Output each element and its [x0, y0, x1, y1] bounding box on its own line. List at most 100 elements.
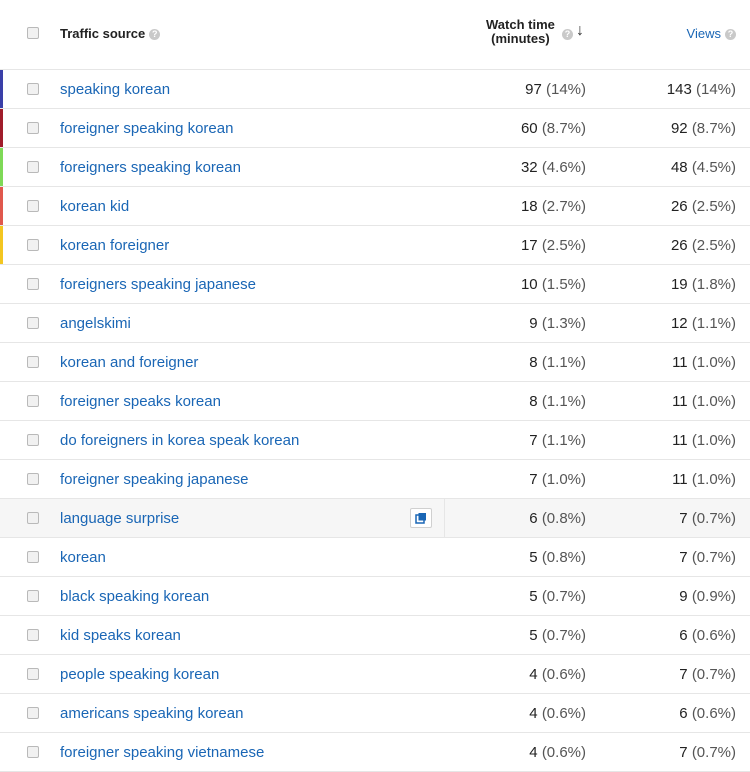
- traffic-source-link[interactable]: americans speaking korean: [60, 705, 244, 722]
- table-row[interactable]: angelskimi 9 (1.3%) 12 (1.1%): [0, 304, 750, 343]
- traffic-source-link[interactable]: foreigner speaking japanese: [60, 471, 249, 488]
- table-body: speaking korean 97 (14%) 143 (14%) foreigne…: [0, 70, 750, 772]
- row-checkbox[interactable]: [27, 356, 39, 368]
- sort-descending-icon[interactable]: ↓: [576, 22, 584, 39]
- table-row[interactable]: korean 5 (0.8%) 7 (0.7%): [0, 538, 750, 577]
- row-checkbox[interactable]: [27, 278, 39, 290]
- row-checkbox[interactable]: [27, 83, 39, 95]
- watch-time-percent: (0.7%): [541, 588, 586, 605]
- table-row[interactable]: language surprise 6 (0.8%) 7 (0.7%): [0, 499, 750, 538]
- watch-time-minutes: 32: [520, 159, 538, 176]
- row-checkbox[interactable]: [27, 707, 39, 719]
- views-percent: (8.7%): [691, 120, 736, 137]
- help-icon[interactable]: ?: [149, 29, 161, 41]
- watch-time-value: 8 (1.1%): [529, 393, 586, 410]
- watch-time-percent: (1.0%): [541, 471, 586, 488]
- watch-time-percent: (0.7%): [541, 627, 586, 644]
- table-row[interactable]: black speaking korean 5 (0.7%) 9 (0.9%): [0, 577, 750, 616]
- table-row[interactable]: speaking korean 97 (14%) 143 (14%): [0, 70, 750, 109]
- views-value: 19 (1.8%): [671, 276, 736, 293]
- table-row[interactable]: korean foreigner 17 (2.5%) 26 (2.5%): [0, 226, 750, 265]
- watch-time-minutes: 10: [520, 276, 538, 293]
- row-checkbox[interactable]: [27, 200, 39, 212]
- row-checkbox[interactable]: [27, 590, 39, 602]
- views-count: 6: [679, 705, 688, 722]
- traffic-source-link[interactable]: korean and foreigner: [60, 354, 199, 371]
- row-checkbox[interactable]: [27, 668, 39, 680]
- row-checkbox[interactable]: [27, 395, 39, 407]
- traffic-source-link[interactable]: foreigners speaking japanese: [60, 276, 256, 293]
- table-row[interactable]: foreigner speaking korean 60 (8.7%) 92 (8.…: [0, 109, 750, 148]
- row-checkbox[interactable]: [27, 746, 39, 758]
- help-icon[interactable]: ?: [562, 29, 573, 40]
- traffic-source-link[interactable]: people speaking korean: [60, 666, 220, 683]
- watch-time-minutes: 4: [529, 744, 538, 761]
- row-checkbox[interactable]: [27, 317, 39, 329]
- watch-time-minutes: 60: [520, 120, 538, 137]
- views-count: 11: [672, 354, 688, 371]
- table-row[interactable]: americans speaking korean 4 (0.6%) 6 (0.6%…: [0, 694, 750, 733]
- traffic-source-link[interactable]: black speaking korean: [60, 588, 210, 605]
- help-icon[interactable]: ?: [725, 29, 736, 41]
- watch-time-header[interactable]: Watch time (minutes): [486, 18, 555, 46]
- traffic-source-link[interactable]: kid speaks korean: [60, 627, 181, 644]
- watch-time-value: 7 (1.0%): [529, 471, 586, 488]
- table-row[interactable]: do foreigners in korea speak korean 7 (1.…: [0, 421, 750, 460]
- table-row[interactable]: korean kid 18 (2.7%) 26 (2.5%): [0, 187, 750, 226]
- views-percent: (1.0%): [691, 432, 736, 449]
- traffic-source-link[interactable]: foreigner speaking vietnamese: [60, 744, 265, 761]
- watch-time-value: 18 (2.7%): [521, 198, 586, 215]
- row-checkbox[interactable]: [27, 629, 39, 641]
- views-percent: (4.5%): [691, 159, 736, 176]
- table-row[interactable]: foreigners speaking japanese 10 (1.5%) 19 …: [0, 265, 750, 304]
- traffic-source-link[interactable]: korean: [60, 549, 106, 566]
- views-value: 7 (0.7%): [679, 744, 736, 761]
- views-count: 11: [672, 393, 688, 410]
- watch-time-percent: (1.3%): [541, 315, 586, 332]
- open-external-icon[interactable]: [410, 508, 432, 528]
- watch-time-value: 60 (8.7%): [521, 120, 586, 137]
- watch-time-value: 10 (1.5%): [521, 276, 586, 293]
- watch-time-value: 97 (14%): [525, 81, 586, 98]
- table-row[interactable]: korean and foreigner 8 (1.1%) 11 (1.0%): [0, 343, 750, 382]
- series-color-indicator: [0, 70, 3, 108]
- traffic-source-link[interactable]: foreigner speaks korean: [60, 393, 221, 410]
- traffic-source-link[interactable]: korean foreigner: [60, 237, 170, 254]
- row-checkbox[interactable]: [27, 161, 39, 173]
- row-checkbox[interactable]: [27, 122, 39, 134]
- select-all-checkbox[interactable]: [27, 27, 39, 39]
- watch-time-percent: (2.5%): [541, 237, 586, 254]
- views-percent: (1.1%): [691, 315, 736, 332]
- views-value: 11 (1.0%): [672, 432, 736, 449]
- table-row[interactable]: kid speaks korean 5 (0.7%) 6 (0.6%): [0, 616, 750, 655]
- table-row[interactable]: foreigners speaking korean 32 (4.6%) 48 (4…: [0, 148, 750, 187]
- traffic-source-link[interactable]: foreigner speaking korean: [60, 120, 234, 137]
- row-checkbox[interactable]: [27, 239, 39, 251]
- traffic-source-header-label: Traffic source: [60, 26, 146, 41]
- traffic-source-link[interactable]: do foreigners in korea speak korean: [60, 432, 300, 449]
- series-color-indicator: [0, 109, 3, 147]
- row-checkbox[interactable]: [27, 434, 39, 446]
- traffic-source-header[interactable]: Traffic source?: [60, 26, 161, 41]
- views-header[interactable]: Views?: [687, 26, 736, 41]
- traffic-source-link[interactable]: foreigners speaking korean: [60, 159, 241, 176]
- traffic-source-link[interactable]: language surprise: [60, 510, 180, 527]
- row-checkbox[interactable]: [27, 512, 39, 524]
- watch-time-minutes: 5: [529, 549, 538, 566]
- table-row[interactable]: foreigner speaking japanese 7 (1.0%) 11 (1…: [0, 460, 750, 499]
- row-checkbox[interactable]: [27, 473, 39, 485]
- views-value: 6 (0.6%): [679, 705, 736, 722]
- table-row[interactable]: foreigner speaks korean 8 (1.1%) 11 (1.0%): [0, 382, 750, 421]
- watch-time-minutes: 7: [529, 471, 538, 488]
- table-row[interactable]: foreigner speaking vietnamese 4 (0.6%) 7 (…: [0, 733, 750, 772]
- traffic-source-link[interactable]: korean kid: [60, 198, 130, 215]
- views-percent: (2.5%): [691, 237, 736, 254]
- table-row[interactable]: people speaking korean 4 (0.6%) 7 (0.7%): [0, 655, 750, 694]
- views-percent: (0.6%): [691, 705, 736, 722]
- watch-time-value: 7 (1.1%): [529, 432, 586, 449]
- traffic-source-link[interactable]: speaking korean: [60, 81, 171, 98]
- traffic-source-link[interactable]: angelskimi: [60, 315, 131, 332]
- watch-time-value: 32 (4.6%): [521, 159, 586, 176]
- views-value: 9 (0.9%): [679, 588, 736, 605]
- row-checkbox[interactable]: [27, 551, 39, 563]
